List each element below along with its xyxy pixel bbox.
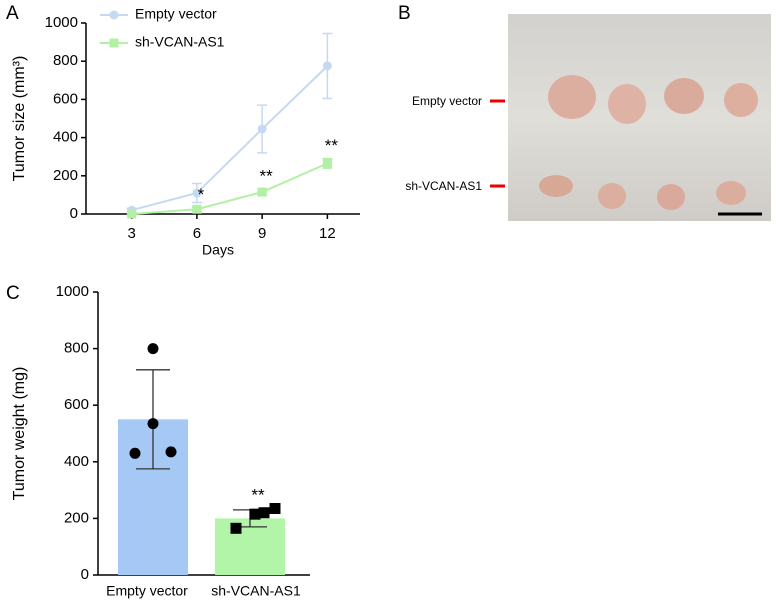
x-tick-label: sh-VCAN-AS1 (211, 583, 301, 599)
data-point (258, 507, 270, 519)
data-point (322, 158, 332, 168)
x-tick-label: 3 (127, 225, 135, 242)
y-tick-label: 600 (64, 396, 89, 413)
photo-label: sh-VCAN-AS1 (405, 179, 482, 193)
x-tick-label: 12 (319, 225, 336, 242)
data-point (249, 508, 261, 520)
data-point (230, 522, 242, 534)
y-tick-label: 1000 (45, 14, 78, 31)
data-point (257, 187, 267, 197)
x-axis-label: Days (202, 242, 234, 258)
significance: ** (260, 167, 274, 186)
significance: ** (251, 485, 265, 504)
series-line (131, 65, 329, 212)
data-point (269, 502, 281, 514)
panel-label: A (6, 3, 19, 24)
data-point (127, 209, 137, 219)
bar (215, 518, 285, 575)
data-point (257, 124, 267, 134)
significance: ** (325, 136, 339, 155)
series-line (131, 162, 328, 215)
y-tick-label: 0 (81, 566, 89, 583)
photo-label: Empty vector (412, 94, 482, 108)
legend-label: Empty vector (135, 6, 217, 22)
y-tick-label: 600 (53, 90, 78, 107)
panel-label: B (398, 3, 411, 24)
y-tick-label: 800 (64, 340, 89, 357)
panel-label: C (6, 283, 20, 304)
data-point (322, 61, 332, 71)
y-axis-label: Tumor size (mm³) (11, 56, 28, 182)
legend-marker (109, 38, 119, 48)
data-point (147, 418, 159, 430)
photo (490, 14, 771, 221)
legend-marker (109, 10, 119, 20)
y-tick-label: 0 (70, 205, 78, 222)
data-point (147, 343, 159, 355)
y-tick-label: 200 (53, 167, 78, 184)
y-tick-label: 200 (64, 509, 89, 526)
data-point (129, 447, 141, 459)
y-tick-label: 400 (64, 453, 89, 470)
x-tick-label: 6 (193, 225, 201, 242)
data-point (192, 204, 202, 214)
y-axis-label: Tumor weight (mg) (11, 367, 28, 501)
legend-label: sh-VCAN-AS1 (135, 34, 225, 50)
y-tick-label: 400 (53, 129, 78, 146)
x-tick-label: Empty vector (106, 583, 188, 599)
data-point (165, 446, 177, 458)
y-tick-label: 1000 (56, 283, 89, 300)
y-tick-label: 800 (53, 52, 78, 69)
data-point (192, 188, 202, 198)
x-tick-label: 9 (258, 225, 266, 242)
significance: * (198, 185, 205, 204)
